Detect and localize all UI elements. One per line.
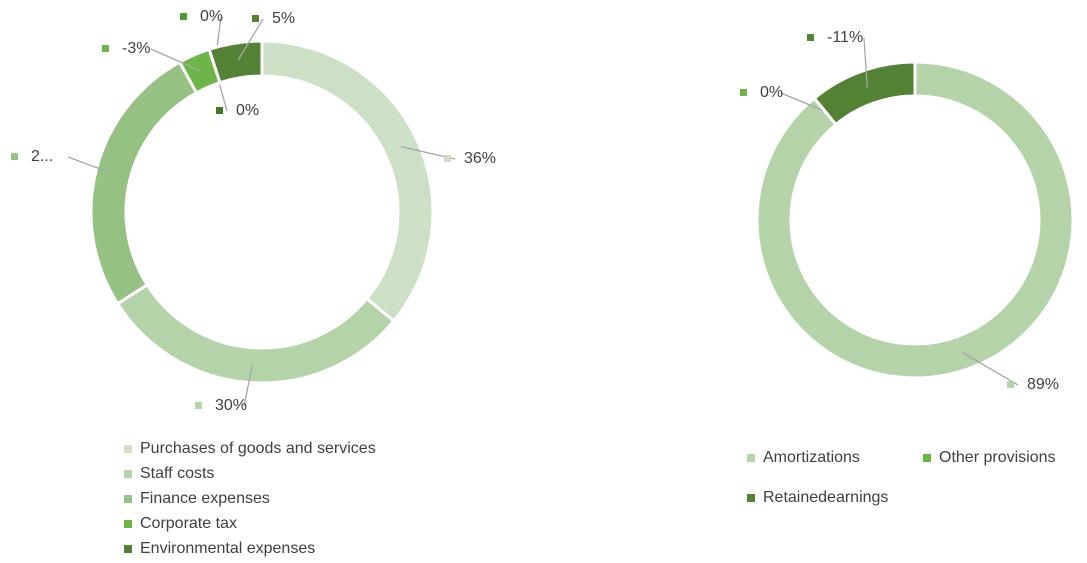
leader-line [150, 48, 202, 72]
legend-label: Environmental expenses [140, 540, 315, 557]
label-marker [180, 13, 187, 20]
legend-marker [124, 445, 132, 453]
leader-line [237, 18, 264, 61]
label-marker [102, 45, 109, 52]
legend-marker [923, 454, 931, 462]
label-marker [195, 402, 202, 409]
data-label: 89% [1027, 376, 1059, 393]
legend-label: Other provisions [939, 449, 1056, 466]
slice [115, 282, 396, 385]
data-label: -11% [827, 29, 863, 46]
leader-line [67, 156, 114, 175]
legend-label: Amortizations [763, 449, 860, 466]
legend-marker [124, 495, 132, 503]
legend-label: Finance expenses [140, 490, 270, 507]
slice [260, 39, 435, 324]
data-label: 30% [215, 397, 247, 414]
label-marker [740, 89, 747, 96]
legend-marker [124, 520, 132, 528]
legend-label: Retainedearnings [763, 489, 888, 506]
legend-marker [124, 470, 132, 478]
slice [207, 39, 264, 85]
legend-label: Corporate tax [140, 515, 237, 532]
label-marker [11, 153, 18, 160]
slice [755, 60, 1075, 380]
label-marker [1007, 381, 1014, 388]
label-marker [216, 107, 223, 114]
label-marker [807, 34, 814, 41]
data-label: 36% [464, 150, 496, 167]
data-label: 5% [272, 10, 295, 27]
data-label: 2... [31, 148, 53, 165]
data-label: -3% [122, 40, 150, 57]
label-marker [252, 15, 259, 22]
leader-line [962, 352, 1019, 386]
legend-marker [124, 545, 132, 553]
slice [89, 60, 199, 306]
leader-line [863, 37, 868, 88]
data-label: 0% [236, 102, 259, 119]
slice [812, 60, 917, 127]
leader-line [780, 92, 826, 112]
legend-label: Purchases of goods and services [140, 440, 376, 457]
data-label: 0% [760, 84, 783, 101]
label-marker [444, 155, 451, 162]
leader-line [243, 365, 253, 407]
data-label: 0% [200, 8, 223, 25]
legend-marker [747, 454, 755, 462]
legend-label: Staff costs [140, 465, 214, 482]
legend-marker [747, 494, 755, 502]
